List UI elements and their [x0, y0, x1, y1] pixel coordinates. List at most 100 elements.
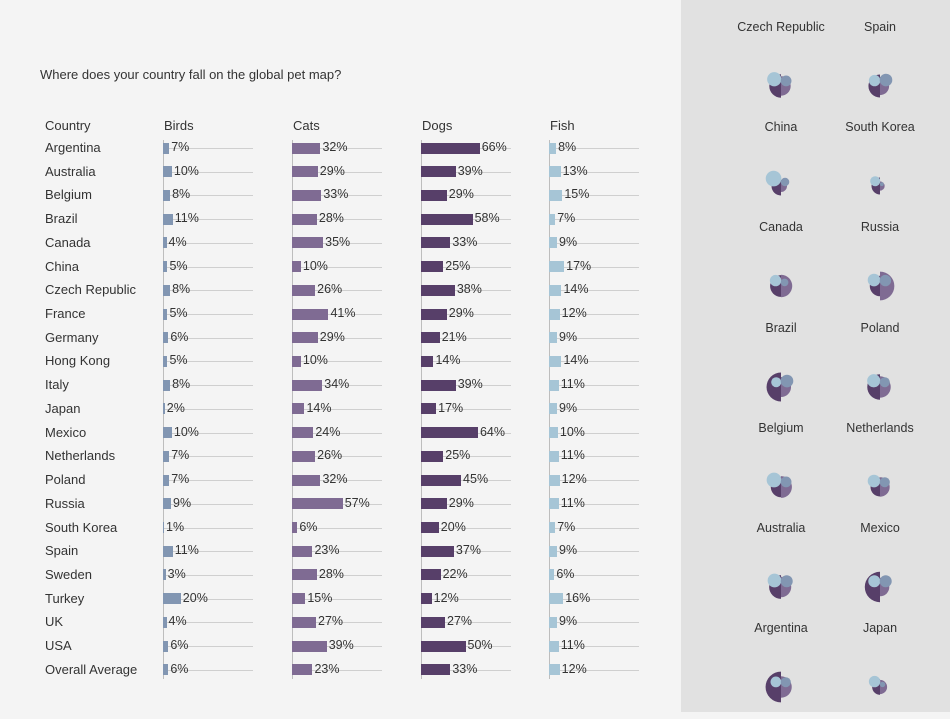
- petal-country-label: Poland: [860, 320, 900, 335]
- dogs-bar: [421, 617, 446, 628]
- birds-baseline: [163, 528, 253, 529]
- fish-baseline: [549, 528, 639, 529]
- petal-country-label: Japan: [862, 621, 898, 636]
- cats-baseline: [292, 456, 382, 457]
- fish-baseline: [549, 480, 639, 481]
- birds-bar: [163, 451, 170, 462]
- fish-value-label: 11%: [560, 638, 585, 652]
- birds-baseline: [163, 361, 253, 362]
- petal-flower: [767, 72, 792, 98]
- cats-baseline: [292, 361, 382, 362]
- cats-baseline: [292, 433, 382, 434]
- dogs-value-label: 14%: [435, 353, 461, 367]
- fish-value-label: 14%: [563, 353, 589, 367]
- petal-flower: [868, 73, 893, 98]
- cats-column-header: Cats: [293, 118, 320, 133]
- dogs-baseline: [421, 290, 511, 291]
- fish-bar: [549, 143, 557, 154]
- fish-bar: [549, 403, 557, 414]
- dogs-value-label: 33%: [452, 662, 478, 676]
- birds-bar: [163, 356, 168, 367]
- dogs-baseline: [421, 409, 511, 410]
- dogs-bar: [421, 451, 444, 462]
- birds-baseline: [163, 314, 253, 315]
- dogs-bar: [421, 546, 454, 557]
- birds-column-header: Birds: [164, 118, 194, 133]
- birds-value-label: 6%: [170, 638, 189, 652]
- cats-baseline: [292, 599, 382, 600]
- dogs-value-label: 25%: [445, 448, 471, 462]
- fish-petal: [868, 575, 881, 588]
- country-label: Russia: [45, 495, 85, 511]
- dogs-bar: [421, 166, 456, 177]
- dogs-baseline: [421, 338, 511, 339]
- birds-baseline: [163, 409, 253, 410]
- fish-petal: [765, 170, 782, 187]
- cats-value-label: 41%: [330, 306, 356, 320]
- fish-petal: [771, 376, 782, 387]
- birds-value-label: 4%: [168, 614, 187, 628]
- fish-baseline: [549, 646, 639, 647]
- birds-value-label: 5%: [169, 306, 188, 320]
- dogs-baseline: [421, 622, 511, 623]
- cats-baseline: [292, 528, 382, 529]
- birds-bar: [163, 380, 171, 391]
- fish-value-label: 16%: [565, 591, 591, 605]
- cats-bar: [292, 166, 318, 177]
- dogs-bar: [421, 214, 473, 225]
- cats-value-label: 32%: [322, 140, 348, 154]
- cats-bar: [292, 664, 313, 675]
- fish-bar: [549, 380, 559, 391]
- fish-bar: [549, 214, 556, 225]
- cats-value-label: 57%: [344, 496, 370, 510]
- birds-bar: [163, 285, 171, 296]
- fish-petal: [870, 176, 881, 187]
- petal-country-label: Australia: [756, 521, 806, 535]
- dogs-baseline: [421, 646, 511, 647]
- dogs-value-label: 39%: [457, 164, 483, 178]
- dogs-value-label: 29%: [448, 496, 474, 510]
- fish-value-label: 7%: [557, 211, 576, 225]
- birds-petal: [879, 575, 892, 588]
- dogs-baseline: [421, 551, 511, 552]
- cats-value-label: 33%: [323, 187, 349, 201]
- birds-bar: [163, 143, 170, 154]
- cats-bar: [292, 641, 327, 652]
- petal-country-label: Belgium: [758, 420, 804, 435]
- fish-petal: [766, 472, 782, 488]
- birds-baseline: [163, 646, 253, 647]
- dogs-value-label: 22%: [442, 567, 468, 581]
- fish-bar: [549, 664, 560, 675]
- fish-baseline: [549, 433, 639, 434]
- birds-baseline: [163, 504, 253, 505]
- dogs-baseline: [421, 528, 511, 529]
- birds-value-label: 11%: [174, 211, 199, 225]
- petal-country-label: South Korea: [845, 120, 915, 135]
- cats-baseline: [292, 195, 382, 196]
- dogs-bar: [421, 261, 444, 272]
- petal-flower: [767, 573, 793, 599]
- fish-value-label: 11%: [560, 496, 585, 510]
- country-label: Japan: [45, 400, 81, 416]
- cats-bar: [292, 546, 313, 557]
- country-label: UK: [45, 614, 64, 630]
- fish-bar: [549, 190, 563, 201]
- birds-value-label: 1%: [166, 520, 185, 534]
- fish-baseline: [549, 622, 639, 623]
- fish-value-label: 13%: [562, 164, 588, 178]
- birds-value-label: 10%: [173, 425, 199, 439]
- dogs-baseline: [421, 172, 511, 173]
- cats-baseline: [292, 480, 382, 481]
- birds-value-label: 5%: [169, 353, 188, 367]
- cats-baseline: [292, 314, 382, 315]
- birds-baseline: [163, 148, 253, 149]
- cats-value-label: 28%: [318, 567, 344, 581]
- dogs-value-label: 12%: [433, 591, 459, 605]
- birds-bar: [163, 190, 171, 201]
- fish-value-label: 14%: [563, 282, 589, 296]
- petal-flower: [765, 671, 792, 703]
- birds-baseline: [163, 219, 253, 220]
- cats-bar: [292, 451, 316, 462]
- cats-bar: [292, 190, 322, 201]
- birds-value-label: 10%: [173, 164, 199, 178]
